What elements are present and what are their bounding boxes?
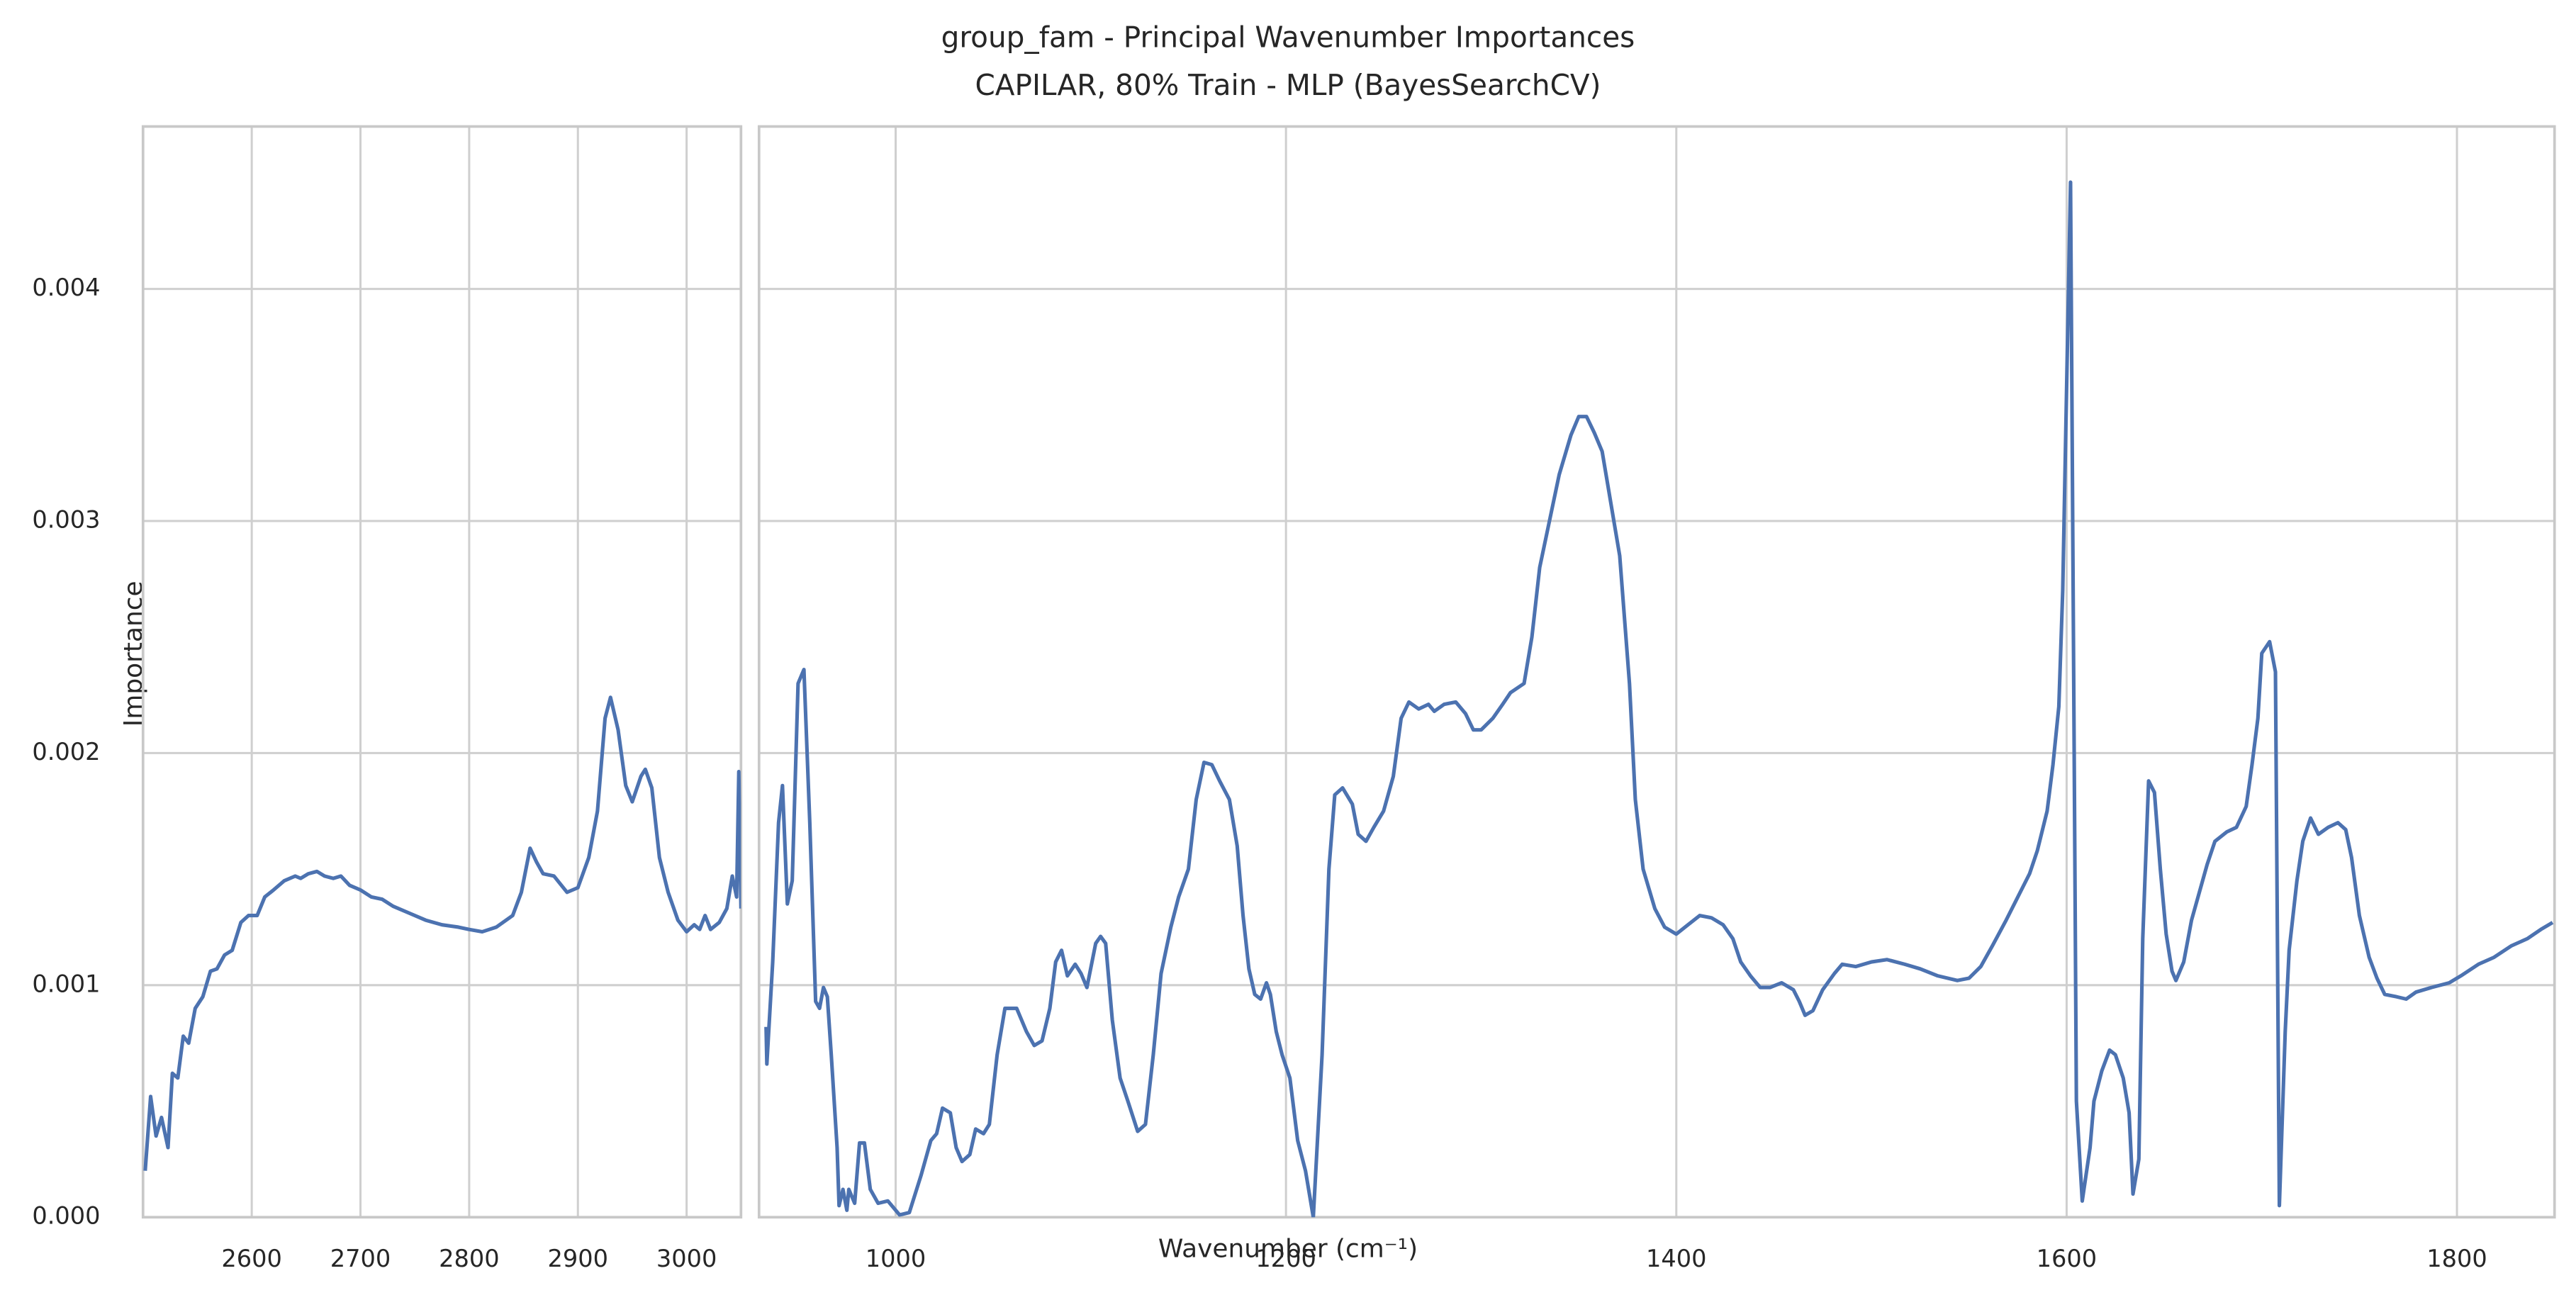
y-tick-label: 0.001: [32, 970, 100, 997]
x-tick-label: 2900: [547, 1245, 608, 1272]
x-axis-label: Wavenumber (cm⁻¹): [1158, 1235, 1418, 1264]
x-tick-label: 1800: [2426, 1245, 2487, 1272]
data-line: [143, 695, 741, 1171]
axes-frame: [141, 125, 743, 1219]
x-tick-label: 1400: [1646, 1245, 1707, 1272]
y-tick-label: 0.002: [32, 738, 100, 766]
x-tick-label: 1200: [1255, 1245, 1316, 1272]
x-tick-label: 3000: [656, 1245, 717, 1272]
x-tick-label: 2800: [439, 1245, 500, 1272]
y-tick-label: 0.003: [32, 506, 100, 534]
axes-frame: [757, 125, 2556, 1219]
chart-title: group_fam - Principal Wavenumber Importa…: [941, 21, 1635, 55]
data-line: [764, 180, 2554, 1218]
y-tick-label: 0.000: [32, 1202, 100, 1230]
x-tick-label: 1000: [866, 1245, 926, 1272]
x-tick-label: 1600: [2037, 1245, 2098, 1272]
x-tick-label: 2700: [330, 1245, 391, 1272]
y-tick-label: 0.004: [32, 274, 100, 301]
x-tick-label: 2600: [221, 1245, 282, 1272]
chart-subtitle: CAPILAR, 80% Train - MLP (BayesSearchCV): [975, 68, 1601, 102]
